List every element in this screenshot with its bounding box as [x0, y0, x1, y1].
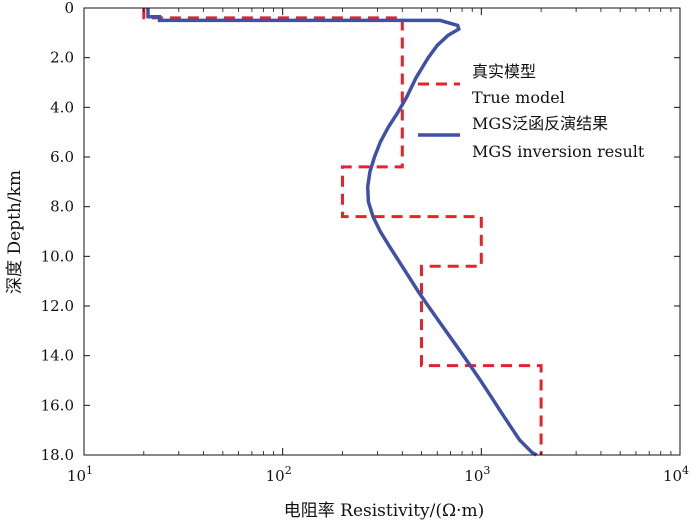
x-tick-label: 104	[663, 464, 689, 485]
legend-true-model-label-en: True model	[472, 88, 565, 107]
x-tick-label: 102	[266, 464, 292, 485]
y-tick-label: 6.0	[50, 148, 74, 166]
y-tick-label: 16.0	[41, 396, 74, 414]
y-tick-label: 4.0	[50, 98, 74, 116]
y-tick-label: 18.0	[41, 446, 74, 464]
legend-mgs-inversion-label-cn: MGS泛函反演结果	[472, 114, 608, 133]
legend-mgs-inversion-label-en: MGS inversion result	[472, 142, 645, 161]
y-tick-label: 8.0	[50, 198, 74, 216]
x-axis-label: 电阻率 Resistivity/(Ω·m)	[284, 501, 485, 521]
x-tick-label: 103	[464, 464, 490, 485]
y-tick-label: 0	[64, 0, 74, 17]
y-tick-label: 12.0	[41, 297, 74, 315]
legend: 真实模型 True model MGS泛函反演结果 MGS inversion …	[418, 62, 645, 161]
y-tick-label: 10.0	[41, 247, 74, 265]
legend-true-model-label-cn: 真实模型	[472, 62, 536, 81]
mgs-inversion-line	[146, 8, 538, 457]
axes-layer	[83, 7, 681, 456]
series-layer	[142, 8, 543, 457]
plot-frame	[83, 7, 681, 456]
y-tick-label: 2.0	[50, 49, 74, 67]
y-tick-label: 14.0	[41, 347, 74, 365]
y-axis-label: 深度 Depth/km	[5, 170, 25, 294]
x-tick-label: 101	[67, 464, 93, 485]
true-model-line	[142, 8, 543, 455]
